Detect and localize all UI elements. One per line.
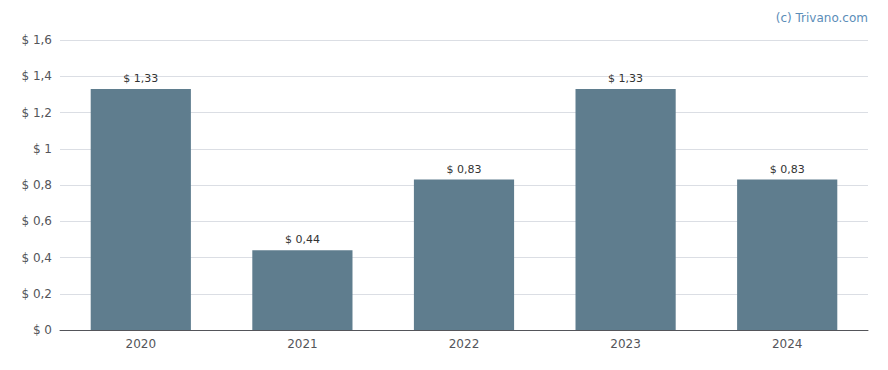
svg-text:2021: 2021	[287, 337, 318, 351]
svg-text:$ 0,4: $ 0,4	[21, 251, 52, 265]
svg-text:$ 1,4: $ 1,4	[21, 69, 52, 83]
svg-text:$ 0,44: $ 0,44	[285, 233, 320, 246]
svg-text:$ 1,2: $ 1,2	[21, 106, 52, 120]
svg-text:2024: 2024	[772, 337, 803, 351]
svg-text:$ 0: $ 0	[33, 323, 52, 337]
svg-text:$ 0,8: $ 0,8	[21, 178, 52, 192]
svg-text:2023: 2023	[610, 337, 641, 351]
svg-text:$ 0,83: $ 0,83	[447, 163, 482, 176]
svg-text:(c) Trivano.com: (c) Trivano.com	[776, 11, 868, 25]
svg-text:2022: 2022	[449, 337, 480, 351]
svg-text:2020: 2020	[126, 337, 157, 351]
svg-text:$ 1: $ 1	[33, 142, 52, 156]
svg-text:$ 1,33: $ 1,33	[608, 72, 643, 85]
svg-text:$ 0,2: $ 0,2	[21, 287, 52, 301]
svg-text:$ 1,6: $ 1,6	[21, 33, 52, 47]
svg-text:$ 0,6: $ 0,6	[21, 214, 52, 228]
svg-text:$ 1,33: $ 1,33	[123, 72, 158, 85]
svg-text:$ 0,83: $ 0,83	[770, 163, 805, 176]
